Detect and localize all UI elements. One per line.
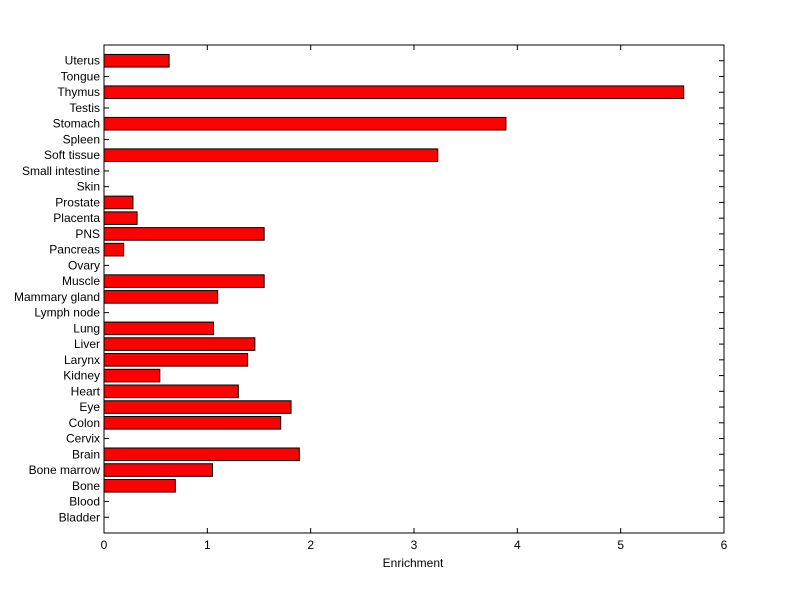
bar-bone [103, 478, 176, 493]
bar-kidney [103, 368, 161, 383]
bar-colon [103, 416, 282, 430]
y-tick-label: Testis [69, 101, 100, 115]
bar-placenta [103, 211, 138, 225]
y-tick-label: Kidney [63, 369, 100, 383]
y-tick-label: Lung [73, 321, 100, 335]
y-tick-label: Liver [74, 337, 100, 351]
y-tick-label: Eye [79, 400, 100, 414]
x-tick-label: 0 [101, 538, 108, 552]
bar-mammary-gland [103, 290, 219, 304]
x-axis-label: Enrichment [383, 556, 444, 570]
y-tick-label: Mammary gland [14, 290, 100, 304]
y-tick-label: Stomach [53, 117, 100, 131]
x-tick-label: 1 [204, 538, 211, 552]
bar-soft-tissue [103, 148, 439, 162]
x-tick-label: 4 [514, 538, 521, 552]
bar-stomach [103, 116, 507, 131]
x-tick-label: 2 [307, 538, 314, 552]
y-tick-label: Cervix [66, 432, 100, 446]
bar-eye [103, 400, 292, 414]
bar-pns [103, 227, 265, 241]
y-tick-label: Larynx [64, 353, 100, 367]
bar-liver [103, 337, 256, 351]
y-tick-label: Tongue [61, 69, 101, 83]
bar-pancreas [103, 242, 125, 257]
y-tick-label: Bone marrow [29, 463, 101, 477]
y-tick-label: Bladder [59, 510, 100, 524]
bar-uterus [103, 53, 170, 68]
bar-larynx [103, 353, 249, 367]
y-tick-label: PNS [75, 227, 100, 241]
y-tick-label: Heart [71, 384, 101, 398]
y-tick-label: Lymph node [34, 306, 100, 320]
bar-bone-marrow [103, 463, 213, 477]
y-tick-label: Prostate [55, 195, 100, 209]
y-tick-label: Brain [72, 447, 100, 461]
y-tick-label: Skin [77, 180, 100, 194]
bars-layer [103, 53, 685, 493]
y-tick-label: Spleen [63, 132, 100, 146]
y-tick-label: Uterus [65, 54, 100, 68]
y-tick-label: Soft tissue [44, 148, 100, 162]
y-tick-label: Blood [69, 495, 100, 509]
y-tick-label: Placenta [53, 211, 100, 225]
x-tick-label: 5 [617, 538, 624, 552]
x-tick-label: 3 [411, 538, 418, 552]
y-tick-label: Pancreas [49, 243, 100, 257]
bar-thymus [103, 85, 685, 100]
y-tick-label: Colon [69, 416, 100, 430]
bar-lung [103, 321, 215, 336]
x-tick-label: 6 [721, 538, 728, 552]
bar-muscle [103, 274, 265, 288]
y-tick-label: Muscle [62, 274, 100, 288]
y-tick-label: Bone [72, 479, 100, 493]
y-tick-label: Thymus [57, 85, 100, 99]
y-tick-label: Ovary [68, 258, 100, 272]
bar-brain [103, 447, 300, 462]
y-tick-label: Small intestine [22, 164, 100, 178]
bar-heart [103, 384, 239, 399]
bar-prostate [103, 195, 134, 210]
